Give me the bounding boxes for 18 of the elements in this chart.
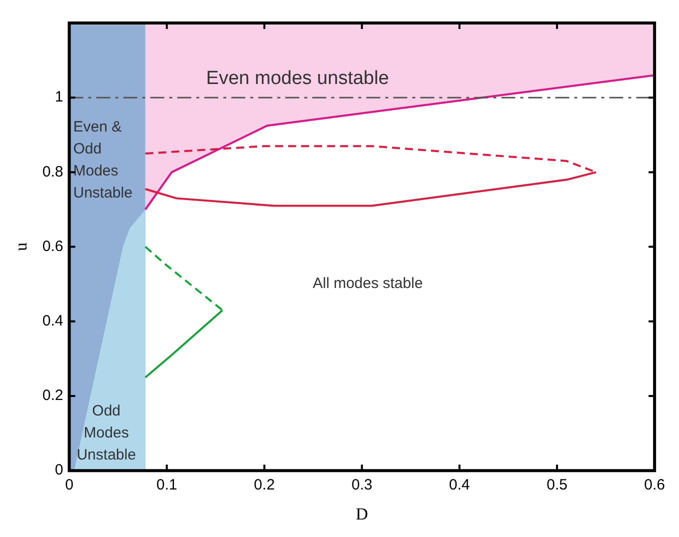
y-tick-label: 1 (54, 88, 64, 106)
x-tick-label: 0.3 (351, 476, 372, 494)
y-tick-label: 0.4 (42, 312, 64, 330)
annotation: Even modes unstable (206, 68, 389, 90)
y-axis-title: u (12, 242, 31, 252)
x-axis-title: D (356, 504, 368, 524)
x-tick-label: 0.5 (546, 476, 568, 494)
x-tick-label: 0.2 (254, 476, 275, 494)
y-tick-label: 0.8 (42, 163, 64, 180)
band-label: Even & Odd Modes Unstable (73, 118, 132, 202)
x-tick-label: 0.6 (644, 476, 666, 494)
x-tick-label: 0.1 (156, 476, 178, 494)
y-tick-label: 0.6 (42, 238, 64, 255)
x-tick-label: 0.4 (449, 476, 470, 494)
y-tick-label: 0.2 (42, 387, 64, 404)
y-tick-label: 0 (54, 462, 64, 479)
annotation: All modes stable (312, 275, 423, 292)
annotation: Odd Modes Unstable (76, 402, 136, 464)
